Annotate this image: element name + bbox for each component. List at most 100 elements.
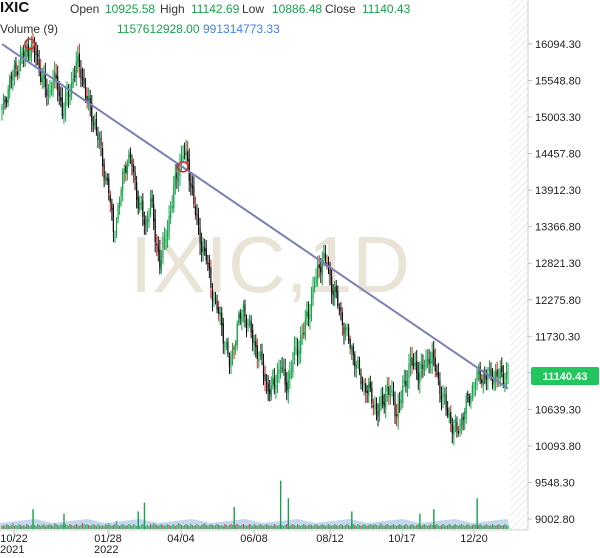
- volume-bar: [406, 525, 409, 529]
- candle-body: [153, 203, 155, 222]
- volume-bar: [380, 523, 382, 529]
- volume-bar: [225, 525, 227, 529]
- candle-body: [425, 359, 427, 368]
- volume-bar: [352, 524, 354, 529]
- volume-bar: [324, 526, 327, 529]
- volume-bar: [196, 524, 198, 529]
- candle-body: [414, 362, 416, 367]
- candle-body: [81, 76, 84, 80]
- volume-label: Volume (9): [0, 22, 59, 36]
- candle-body: [411, 357, 413, 366]
- candle-body: [388, 386, 390, 396]
- candle-body: [340, 307, 342, 312]
- candle-body: [389, 394, 392, 397]
- volume-bar: [157, 526, 159, 529]
- candle-body: [255, 340, 257, 347]
- candle-body: [434, 357, 436, 372]
- volume-bar: [154, 524, 156, 529]
- candle-body: [292, 362, 294, 374]
- volume-bar: [365, 525, 367, 529]
- candle-body: [467, 393, 469, 396]
- candle-body: [365, 383, 367, 393]
- volume-bar: [47, 525, 50, 529]
- candle-body: [225, 343, 227, 345]
- watermark: IXIC,1D: [130, 220, 410, 309]
- candle-body: [160, 260, 163, 271]
- candle-body: [151, 198, 153, 202]
- candle-body: [159, 249, 161, 268]
- candle-body: [199, 227, 201, 245]
- volume-bar: [488, 526, 491, 529]
- volume-bar: [307, 525, 310, 529]
- volume-bar: [414, 526, 416, 529]
- volume-bar: [344, 525, 347, 529]
- candle-body: [173, 186, 175, 208]
- candles: [1, 33, 509, 446]
- volume-bar: [91, 525, 93, 529]
- volume-bar: [453, 525, 455, 529]
- trendline[interactable]: [1, 43, 509, 390]
- candle-body: [392, 391, 395, 402]
- volume-bar: [382, 525, 384, 529]
- candle-body: [264, 374, 266, 382]
- volume-bar: [55, 524, 57, 529]
- volume-bar: [50, 525, 53, 529]
- volume-bar: [474, 525, 477, 529]
- trendline-handle[interactable]: [24, 38, 36, 50]
- volume-bar: [255, 525, 257, 529]
- volume-bar: [74, 525, 76, 529]
- volume-bar: [179, 524, 181, 529]
- close-value: 11140.43: [362, 2, 411, 16]
- candle-body: [132, 164, 135, 173]
- candle-body: [10, 76, 12, 79]
- volume-bar: [281, 525, 283, 529]
- candle-body: [317, 264, 319, 280]
- candle-body: [40, 68, 42, 83]
- volume-bar: [493, 525, 495, 529]
- volume-bar: [447, 525, 449, 529]
- candle-body: [391, 389, 393, 392]
- volume-bar: [183, 525, 186, 529]
- volume-bar: [431, 525, 433, 529]
- volume-bar: [1, 526, 3, 529]
- volume-bar: [371, 525, 373, 529]
- candle-body: [63, 113, 65, 119]
- volume-bar: [430, 524, 432, 529]
- volume-bar: [440, 525, 443, 529]
- candle-body: [368, 383, 370, 396]
- volume-bar: [312, 526, 314, 529]
- volume-bar: [100, 526, 102, 529]
- volume-bar: [368, 525, 370, 529]
- trendline-markers[interactable]: [24, 38, 189, 173]
- volume-bar: [338, 525, 340, 529]
- volume-bar: [470, 526, 472, 529]
- volume-bar: [502, 525, 504, 529]
- volume-bar: [112, 525, 115, 529]
- trendline-handle[interactable]: [177, 161, 189, 173]
- volume-bar: [428, 525, 430, 529]
- candle-body: [377, 410, 379, 417]
- y-tick-label: 12821.30: [535, 258, 581, 270]
- candle-body: [471, 385, 474, 394]
- volume-bar: [151, 525, 153, 529]
- candle-body: [143, 219, 145, 225]
- volume-bar: [335, 525, 337, 529]
- volume-bar: [7, 525, 9, 529]
- candle-body: [358, 360, 361, 372]
- candle-body: [23, 52, 25, 57]
- volume-bar: [445, 526, 447, 529]
- candle-body: [363, 383, 365, 386]
- volume-bar: [224, 524, 226, 529]
- candle-body: [170, 211, 172, 218]
- volume-bar: [330, 526, 333, 529]
- candle-body: [301, 334, 303, 337]
- candle-body: [58, 91, 60, 96]
- volume-bar: [283, 526, 285, 529]
- volume-bar: [477, 525, 480, 529]
- volume-bar: [129, 525, 132, 529]
- candle-body: [200, 241, 203, 253]
- volume-bar: [75, 524, 77, 529]
- open-label: Open: [70, 2, 100, 16]
- candle-body: [267, 383, 269, 392]
- candle-body: [47, 94, 50, 96]
